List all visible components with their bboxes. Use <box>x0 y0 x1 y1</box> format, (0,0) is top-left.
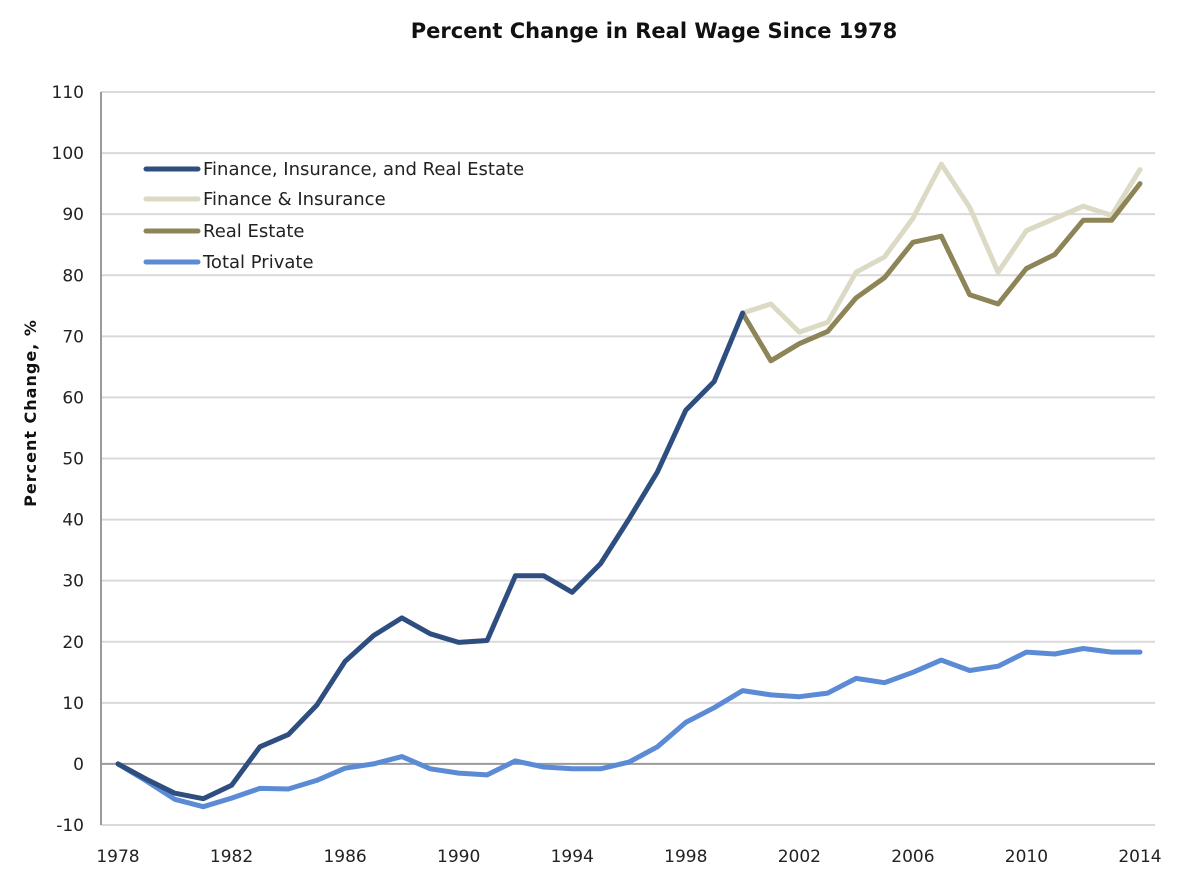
x-tick-label: 1986 <box>323 847 366 867</box>
x-tick-label: 1982 <box>210 847 253 867</box>
x-tick-label: 1978 <box>96 847 139 867</box>
series-line-finance-insurance <box>740 161 1143 335</box>
series-line-total-private <box>115 646 1143 810</box>
x-tick-label: 2010 <box>1005 847 1048 867</box>
chart-title: Percent Change in Real Wage Since 1978 <box>411 19 898 43</box>
y-tick-label: 70 <box>62 327 84 347</box>
y-tick-label: 40 <box>62 511 84 531</box>
series-line-real-estate <box>740 181 1143 364</box>
y-tick-label: -10 <box>56 816 84 836</box>
y-tick-label: 10 <box>62 694 84 714</box>
y-tick-label: 90 <box>62 205 84 225</box>
legend-label-real-estate: Real Estate <box>203 221 305 242</box>
x-tick-label: 2006 <box>891 847 934 867</box>
gridlines <box>101 91 1155 826</box>
y-tick-label: 60 <box>62 388 84 408</box>
y-axis-label: Percent Change, % <box>21 319 40 507</box>
y-tick-label: 0 <box>73 755 84 775</box>
y-tick-label: 100 <box>52 144 84 164</box>
legend-label-finance-insurance-and-real-estate: Finance, Insurance, and Real Estate <box>203 159 524 180</box>
legend: Finance, Insurance, and Real Estate Finan… <box>143 159 524 273</box>
series-line-finance-insurance-and-real-estate <box>115 310 746 802</box>
x-tick-label: 1998 <box>664 847 707 867</box>
y-tick-label: 110 <box>52 83 84 103</box>
y-tick-label: 20 <box>62 633 84 653</box>
y-tick-label: 30 <box>62 572 84 592</box>
x-axis-ticks: 1978 1982 1986 1990 1994 1998 2002 2006 2010 2014 <box>96 847 1161 867</box>
legend-label-total-private: Total Private <box>202 252 314 273</box>
legend-label-finance-insurance: Finance & Insurance <box>203 189 386 210</box>
x-tick-label: 2002 <box>778 847 821 867</box>
x-tick-label: 1990 <box>437 847 480 867</box>
x-tick-label: 2014 <box>1118 847 1161 867</box>
x-tick-label: 1994 <box>551 847 594 867</box>
series-lines <box>115 161 1143 810</box>
y-tick-label: 50 <box>62 450 84 470</box>
y-tick-label: 80 <box>62 266 84 286</box>
